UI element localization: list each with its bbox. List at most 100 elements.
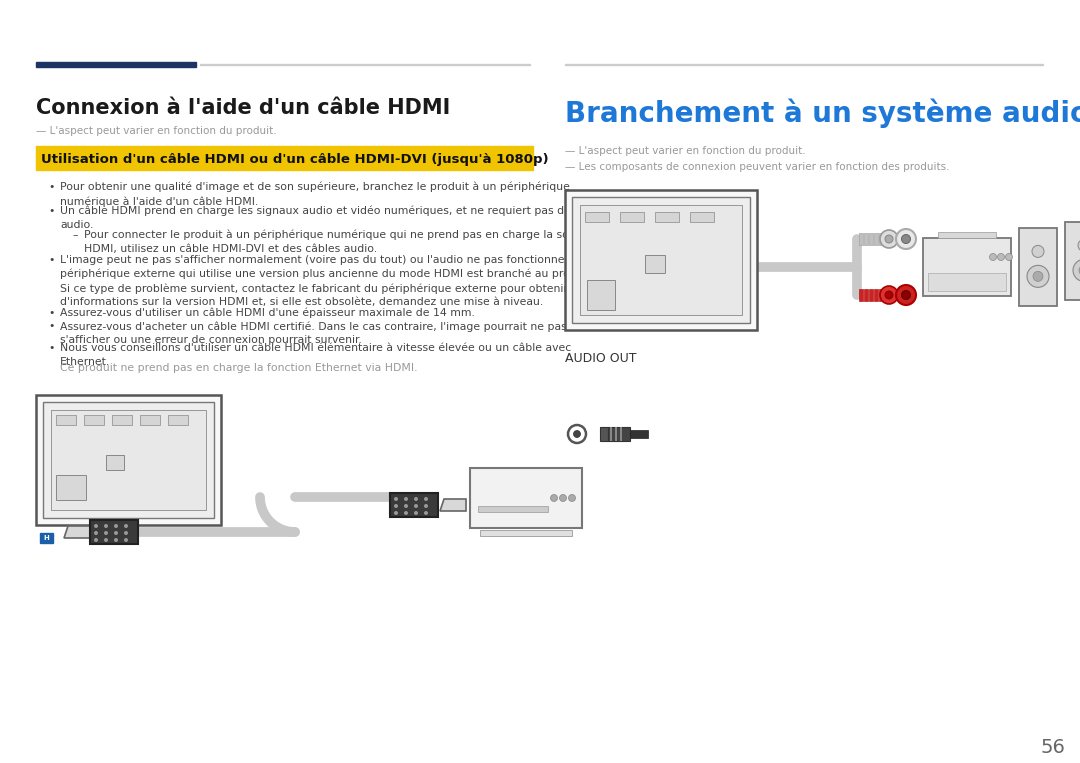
Bar — [869, 233, 873, 245]
Bar — [572, 197, 750, 323]
Bar — [939, 232, 996, 238]
Bar — [588, 280, 615, 310]
Bar — [859, 233, 863, 245]
Bar — [90, 520, 138, 544]
Bar — [645, 255, 665, 273]
Bar — [480, 530, 572, 536]
Bar — [864, 289, 868, 301]
Circle shape — [880, 286, 897, 304]
Circle shape — [1032, 272, 1043, 282]
Circle shape — [896, 229, 916, 249]
Circle shape — [414, 511, 418, 515]
Bar — [36, 62, 195, 67]
Bar — [620, 427, 622, 441]
Bar — [565, 190, 757, 330]
Circle shape — [1074, 259, 1080, 282]
Bar — [630, 430, 648, 438]
Polygon shape — [64, 526, 90, 538]
Bar — [200, 63, 530, 65]
Bar — [51, 410, 206, 510]
Circle shape — [880, 230, 897, 248]
Circle shape — [1032, 246, 1044, 257]
Bar — [874, 233, 878, 245]
Bar — [1065, 222, 1080, 300]
Circle shape — [404, 511, 408, 515]
Circle shape — [114, 524, 118, 528]
Bar — [690, 212, 714, 222]
Circle shape — [394, 497, 399, 501]
Circle shape — [394, 504, 399, 508]
Text: AUDIO OUT: AUDIO OUT — [565, 352, 636, 365]
Circle shape — [568, 494, 576, 501]
Circle shape — [414, 497, 418, 501]
Text: Assurez-vous d'utiliser un câble HDMI d'une épaisseur maximale de 14 mm.: Assurez-vous d'utiliser un câble HDMI d'… — [60, 308, 475, 318]
Text: Ce produit ne prend pas en charge la fonction Ethernet via HDMI.: Ce produit ne prend pas en charge la fon… — [60, 363, 418, 373]
Bar — [615, 427, 617, 441]
Circle shape — [902, 291, 910, 300]
Circle shape — [902, 234, 910, 243]
Circle shape — [989, 253, 997, 260]
Text: — Les composants de connexion peuvent varier en fonction des produits.: — Les composants de connexion peuvent va… — [565, 162, 949, 172]
Text: Connexion à l'aide d'un câble HDMI: Connexion à l'aide d'un câble HDMI — [36, 98, 450, 118]
Bar — [106, 455, 124, 470]
Circle shape — [885, 235, 893, 243]
Circle shape — [551, 494, 557, 501]
Bar — [565, 63, 1043, 65]
Circle shape — [559, 494, 567, 501]
Bar — [1020, 228, 1057, 306]
Circle shape — [424, 497, 428, 501]
Text: •: • — [48, 321, 54, 331]
Bar — [585, 212, 609, 222]
Bar — [112, 415, 132, 425]
Circle shape — [394, 511, 399, 515]
Bar — [874, 289, 878, 301]
Bar — [608, 427, 630, 441]
Bar — [928, 273, 1005, 291]
Bar — [600, 427, 608, 441]
Bar — [43, 402, 214, 518]
Bar — [390, 493, 438, 517]
Bar — [610, 427, 612, 441]
Text: Utilisation d'un câble HDMI ou d'un câble HDMI-DVI (jusqu'à 1080p): Utilisation d'un câble HDMI ou d'un câbl… — [41, 153, 549, 166]
Circle shape — [1078, 240, 1080, 251]
Circle shape — [114, 531, 118, 535]
Circle shape — [1005, 253, 1013, 260]
Bar — [36, 146, 534, 170]
Text: •: • — [48, 206, 54, 216]
Text: H: H — [43, 535, 50, 541]
Bar — [40, 533, 53, 543]
Bar — [84, 415, 104, 425]
Circle shape — [124, 538, 129, 542]
Text: — L'aspect peut varier en fonction du produit.: — L'aspect peut varier en fonction du pr… — [36, 126, 276, 136]
Bar — [36, 395, 221, 525]
Text: •: • — [48, 343, 54, 353]
Circle shape — [114, 538, 118, 542]
Text: •: • — [48, 182, 54, 192]
Bar — [620, 212, 644, 222]
Bar — [580, 205, 742, 315]
Circle shape — [424, 511, 428, 515]
Bar — [56, 415, 76, 425]
Circle shape — [124, 531, 129, 535]
Bar — [654, 212, 679, 222]
Bar — [140, 415, 160, 425]
Text: Branchement à un système audio: Branchement à un système audio — [565, 98, 1080, 127]
Circle shape — [94, 524, 98, 528]
Circle shape — [404, 497, 408, 501]
Circle shape — [573, 430, 581, 437]
Circle shape — [104, 538, 108, 542]
Text: Un câble HDMI prend en charge les signaux audio et vidéo numériques, et ne requi: Un câble HDMI prend en charge les signau… — [60, 206, 604, 230]
Circle shape — [424, 504, 428, 508]
Text: Assurez-vous d'acheter un câble HDMI certifié. Dans le cas contraire, l'image po: Assurez-vous d'acheter un câble HDMI cer… — [60, 321, 567, 345]
Circle shape — [104, 531, 108, 535]
Text: –: – — [72, 230, 78, 240]
Bar — [478, 506, 548, 512]
Circle shape — [414, 504, 418, 508]
Bar — [923, 238, 1011, 296]
Text: — L'aspect peut varier en fonction du produit.: — L'aspect peut varier en fonction du pr… — [565, 146, 806, 156]
Circle shape — [885, 291, 893, 299]
Bar — [879, 289, 883, 301]
Circle shape — [94, 538, 98, 542]
Text: •: • — [48, 255, 54, 265]
Bar — [869, 289, 873, 301]
